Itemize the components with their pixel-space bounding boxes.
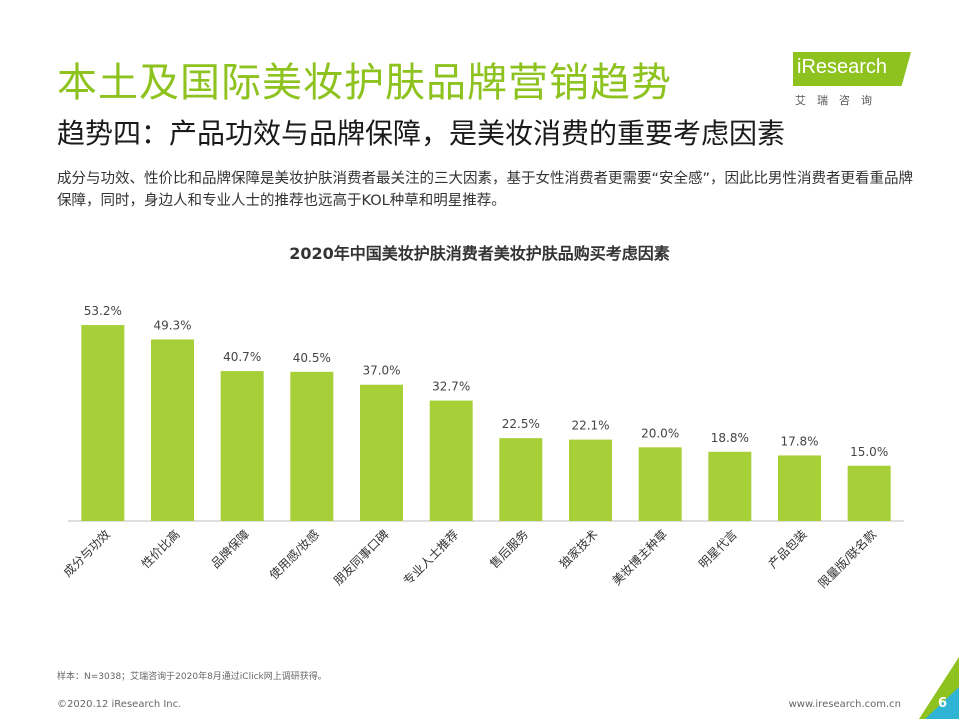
- category-label: 产品包装: [766, 527, 810, 571]
- category-label: 限量版/联名款: [815, 527, 879, 591]
- logo-brand: iResearch: [797, 56, 888, 78]
- bar-10: [778, 455, 821, 521]
- chart-title: 2020年中国美妆护肤消费者美妆护肤品购买考虑因素: [289, 244, 670, 263]
- bar-value-label: 40.5%: [293, 351, 331, 365]
- bar-value-label: 22.1%: [571, 419, 609, 433]
- category-label: 明星代言: [696, 527, 740, 571]
- bar-value-label: 22.5%: [502, 417, 540, 431]
- bar-6: [499, 438, 543, 521]
- bar-value-label: 53.2%: [84, 304, 122, 318]
- category-label: 朋友同事口碑: [330, 527, 392, 589]
- bar-value-label: 40.7%: [223, 350, 261, 364]
- logo-badge: [793, 52, 911, 86]
- iresearch-logo: iResearch 艾瑞咨询: [793, 52, 913, 107]
- category-label: 品牌保障: [208, 527, 253, 572]
- category-label: 成分与功效: [60, 527, 113, 580]
- bar-4: [360, 384, 403, 521]
- logo-subtitle: 艾瑞咨询: [795, 94, 883, 107]
- bar-9: [708, 451, 752, 521]
- corner-decoration: 6: [919, 657, 959, 719]
- bar-0: [81, 325, 125, 521]
- bar-value-label: 15.0%: [850, 445, 888, 459]
- bar-1: [151, 339, 194, 521]
- category-label: 性价比高: [138, 527, 183, 572]
- bar-11: [847, 465, 891, 521]
- bar-7: [569, 439, 612, 521]
- bar-3: [290, 371, 334, 521]
- category-label: 售后服务: [486, 527, 531, 572]
- category-label: 使用感/妆感: [266, 527, 322, 583]
- page-title: 本土及国际美妆护肤品牌营销趋势: [57, 60, 672, 106]
- category-label: 独家技术: [556, 527, 601, 572]
- bar-value-label: 17.8%: [780, 434, 818, 448]
- bar-value-label: 18.8%: [711, 431, 749, 445]
- bar-2: [220, 371, 264, 521]
- page-subtitle: 趋势四：产品功效与品牌保障，是美妆消费的重要考虑因素: [57, 117, 786, 150]
- bar-8: [638, 447, 682, 521]
- website-link[interactable]: www.iresearch.com.cn: [788, 699, 901, 710]
- category-label: 专业人士推荐: [400, 527, 462, 589]
- bar-value-label: 49.3%: [153, 318, 191, 332]
- page-number: 6: [937, 696, 947, 711]
- bar-5: [429, 400, 473, 521]
- intro-text: 成分与功效、性价比和品牌保障是美妆护肤消费者最关注的三大因素，基于女性消费者更需…: [57, 171, 914, 209]
- category-label: 美妆博主种草: [609, 527, 671, 589]
- bar-value-label: 32.7%: [432, 380, 470, 394]
- copyright: ©2020.12 iResearch Inc.: [57, 699, 182, 710]
- sample-note: 样本：N=3038；艾瑞咨询于2020年8月通过iClick网上调研获得。: [57, 672, 327, 682]
- bar-value-label: 37.0%: [362, 364, 400, 378]
- bar-value-label: 20.0%: [641, 426, 679, 440]
